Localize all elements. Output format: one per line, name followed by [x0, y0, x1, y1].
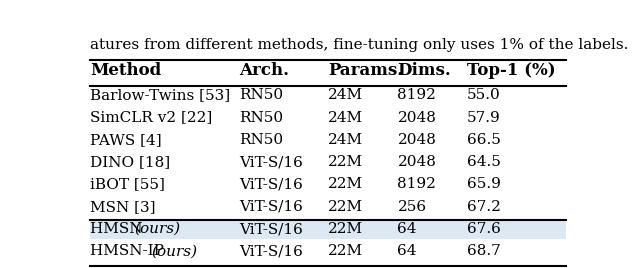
Text: ViT-S/16: ViT-S/16: [239, 177, 303, 191]
Text: 67.6: 67.6: [467, 222, 500, 236]
Text: Arch.: Arch.: [239, 62, 289, 79]
Text: ViT-S/16: ViT-S/16: [239, 222, 303, 236]
Text: Top-1 (%): Top-1 (%): [467, 62, 556, 79]
Text: ViT-S/16: ViT-S/16: [239, 244, 303, 258]
Text: RN50: RN50: [239, 88, 283, 102]
Text: 65.9: 65.9: [467, 177, 500, 191]
FancyBboxPatch shape: [90, 219, 566, 268]
Text: (ours): (ours): [151, 244, 197, 258]
Text: RN50: RN50: [239, 133, 283, 147]
Text: 64: 64: [397, 244, 417, 258]
Text: RN50: RN50: [239, 111, 283, 125]
Text: HMSN: HMSN: [90, 222, 147, 236]
Text: 24M: 24M: [328, 133, 363, 147]
Text: 8192: 8192: [397, 88, 436, 102]
Text: atures from different methods, fine-tuning only uses 1% of the labels.: atures from different methods, fine-tuni…: [90, 38, 628, 52]
Text: DINO [18]: DINO [18]: [90, 155, 170, 169]
Text: iBOT [55]: iBOT [55]: [90, 177, 164, 191]
Text: 22M: 22M: [328, 244, 363, 258]
Text: SimCLR v2 [22]: SimCLR v2 [22]: [90, 111, 212, 125]
Text: 24M: 24M: [328, 88, 363, 102]
Text: 256: 256: [397, 200, 427, 214]
Text: Method: Method: [90, 62, 161, 79]
Text: MSN [3]: MSN [3]: [90, 200, 156, 214]
Text: Barlow-Twins [53]: Barlow-Twins [53]: [90, 88, 230, 102]
Text: 8192: 8192: [397, 177, 436, 191]
Text: 22M: 22M: [328, 200, 363, 214]
Text: 22M: 22M: [328, 155, 363, 169]
Text: 22M: 22M: [328, 177, 363, 191]
Text: 68.7: 68.7: [467, 244, 500, 258]
Text: HMSN-IP: HMSN-IP: [90, 244, 169, 258]
Text: 2048: 2048: [397, 111, 436, 125]
Text: 55.0: 55.0: [467, 88, 500, 102]
Text: 24M: 24M: [328, 111, 363, 125]
Text: PAWS [4]: PAWS [4]: [90, 133, 161, 147]
Text: Dims.: Dims.: [397, 62, 451, 79]
Text: (ours): (ours): [134, 222, 180, 236]
Text: 64: 64: [397, 222, 417, 236]
Text: 64.5: 64.5: [467, 155, 500, 169]
Text: ViT-S/16: ViT-S/16: [239, 155, 303, 169]
Text: 2048: 2048: [397, 155, 436, 169]
Text: Params.: Params.: [328, 62, 403, 79]
Text: 67.2: 67.2: [467, 200, 500, 214]
Text: ViT-S/16: ViT-S/16: [239, 200, 303, 214]
Text: 57.9: 57.9: [467, 111, 500, 125]
Text: 2048: 2048: [397, 133, 436, 147]
Text: 66.5: 66.5: [467, 133, 500, 147]
Text: 22M: 22M: [328, 222, 363, 236]
